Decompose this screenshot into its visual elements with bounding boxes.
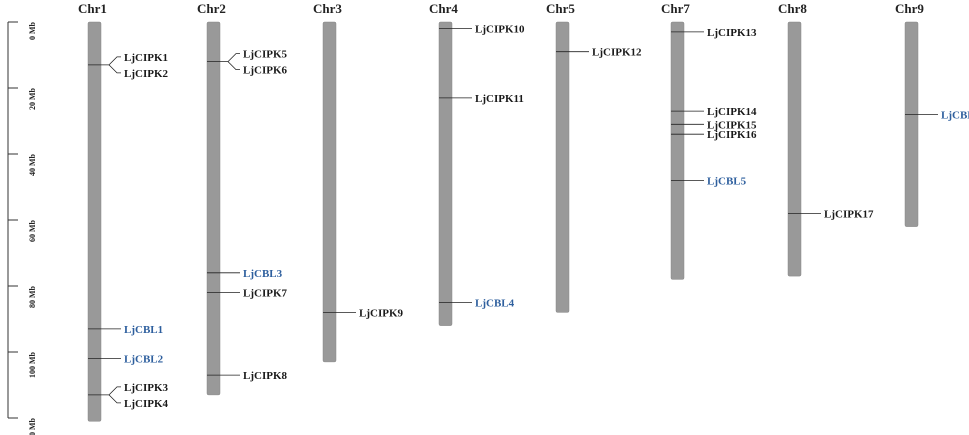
scale-tick-label: 120 Mb [28,417,37,435]
chromosome-title: Chr1 [78,1,107,16]
gene-fork-line [108,394,121,404]
chromosome-chr2: Chr2 LjCIPK5 LjCIPK6 LjCBL3 LjCIPK7 LjCIPK8 [197,1,288,396]
gene-label: LjCIPK11 [475,93,524,105]
scale-tick-label: 60 Mb [28,219,37,242]
gene-label: LjCIPK5 [243,49,288,61]
chromosome-chr1: Chr1 LjCIPK1 LjCIPK2 LjCBL1 LjCBL2 LjCIPK3 LjC… [78,1,169,422]
gene-label: LjCIPK8 [243,370,288,382]
chromosome-bar [87,21,102,422]
chromosome-chr9: Chr9 LjCBL6 [895,1,969,227]
gene-label: LjCIPK13 [707,27,757,39]
gene-label: LjCBL5 [707,175,747,187]
gene-label: LjCIPK1 [124,52,168,64]
gene-label: LjCIPK3 [124,382,169,394]
gene-label: LjCBL1 [124,324,163,336]
gene-fork-line [227,61,240,70]
gene-label: LjCIPK16 [707,129,757,141]
chromosome-bar [670,21,685,280]
scale-tick-label: 0 Mb [28,21,37,40]
scale-tick-label: 100 Mb [28,351,37,378]
gene-label: LjCIPK7 [243,288,288,300]
chromosome-bar [438,21,453,326]
gene-label: LjCBL3 [243,268,283,280]
chromosome-chr3: Chr3 LjCIPK9 [313,1,404,363]
gene-fork-line [108,56,121,66]
chromosome-title: Chr8 [778,1,807,16]
gene-label: LjCBL2 [124,354,164,366]
gene-label: LjCIPK12 [592,47,642,59]
chromosome-bar [904,21,919,227]
chromosome-chr4: Chr4 LjCIPK10 LjCIPK11 LjCBL4 [429,1,525,326]
chromosome-bar [206,21,221,396]
gene-label: LjCIPK6 [243,65,288,77]
gene-label: LjCBL4 [475,298,515,310]
chromosome-bar [555,21,570,313]
chromosome-title: Chr3 [313,1,342,16]
scale-tick-label: 20 Mb [28,87,37,110]
chromosome-chr5: Chr5 LjCIPK12 [546,1,642,313]
gene-fork-line [108,386,121,396]
gene-label: LjCIPK15 [707,119,757,131]
gene-label: LjCIPK14 [707,106,757,118]
chromosome-title: Chr7 [661,1,690,16]
scale-tick-label: 80 Mb [28,285,37,308]
gene-fork-line [227,53,240,62]
chromosome-title: Chr2 [197,1,226,16]
gene-fork-line [108,64,121,74]
chromosome-title: Chr9 [895,1,924,16]
chromosome-title: Chr5 [546,1,575,16]
scale-tick-label: 40 Mb [28,153,37,176]
gene-label: LjCIPK2 [124,68,169,80]
gene-label: LjCIPK10 [475,24,525,36]
gene-label: LjCBL6 [941,109,969,121]
chromosome-bar [322,21,337,363]
chromosome-bar [787,21,802,277]
gene-label: LjCIPK4 [124,398,169,410]
gene-label: LjCIPK17 [824,208,874,220]
scale-axis: 0 Mb 20 Mb 40 Mb 60 Mb 80 Mb 100 Mb 120 Mb [7,21,37,435]
chromosome-chr8: Chr8 LjCIPK17 [778,1,874,277]
gene-label: LjCIPK9 [359,307,404,319]
chromosome-title: Chr4 [429,1,458,16]
